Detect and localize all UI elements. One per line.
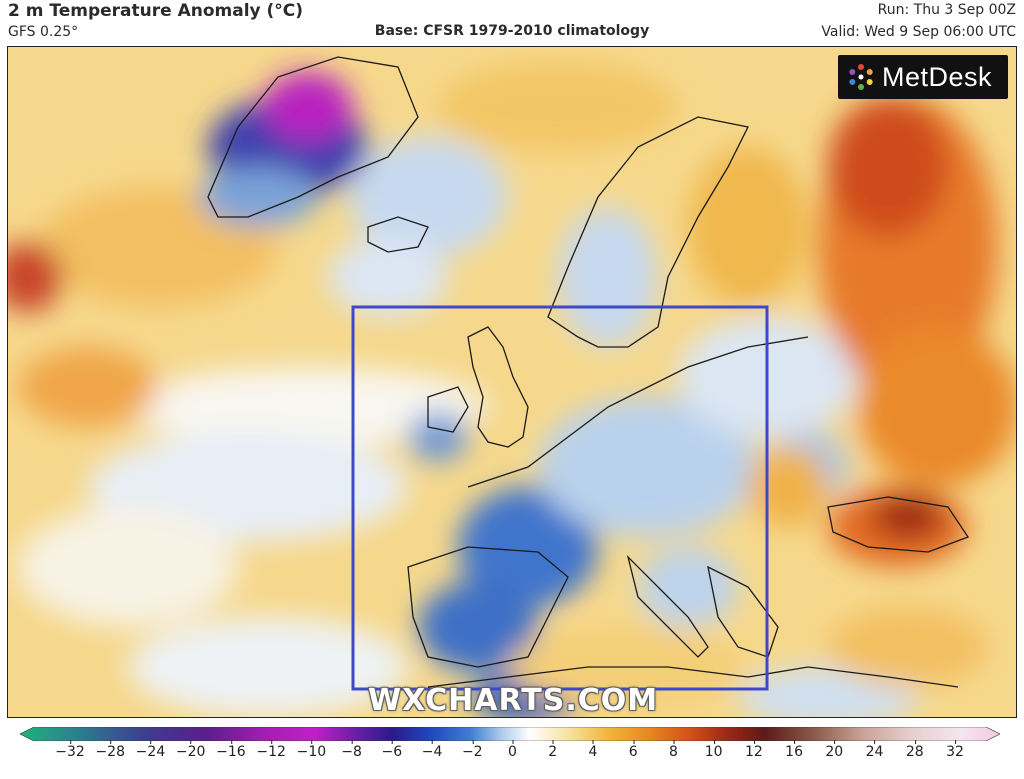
- temperature-anomaly-map: MetDesk WXCHARTS.COM: [7, 46, 1017, 718]
- colorbar-tick-label: 28: [906, 740, 924, 760]
- metdesk-star-icon: [846, 62, 876, 92]
- colorbar-tick-label: 20: [825, 740, 843, 760]
- colorbar-tick-label: 6: [629, 740, 638, 760]
- colorbar-ticks: −32 −28 −24 −20 −16 −12 −10 −8 −6 −4 −2 0 2 4 6 8 10 12 16…: [0, 740, 1024, 774]
- colorbar-tick-label: −32: [55, 740, 85, 760]
- colorbar-tick-label: −20: [176, 740, 205, 760]
- colorbar-tick-label: −2: [462, 740, 483, 760]
- wxcharts-watermark: WXCHARTS.COM: [368, 683, 659, 718]
- colorbar-tick-label: 16: [785, 740, 803, 760]
- colorbar-tick-label: −8: [341, 740, 362, 760]
- colorbar-tick-label: −10: [297, 740, 326, 760]
- climatology-base-label: Base: CFSR 1979-2010 climatology: [374, 23, 650, 39]
- colorbar-tick-label: −16: [216, 740, 246, 760]
- colorbar-tick-label: 32: [946, 740, 964, 760]
- colorbar-tick-label: −4: [422, 740, 442, 760]
- colorbar-tick-label: 8: [669, 740, 678, 760]
- colorbar-tick-label: −28: [95, 740, 125, 760]
- model-label: GFS 0.25°: [8, 24, 79, 40]
- colorbar-tick-label: 10: [705, 740, 723, 760]
- run-label: Run: Thu 3 Sep 00Z: [877, 2, 1016, 18]
- colorbar-tick-label: −6: [381, 740, 402, 760]
- metdesk-logo: MetDesk: [838, 55, 1008, 99]
- valid-time-label: Valid: Wed 9 Sep 06:00 UTC: [821, 24, 1016, 40]
- colorbar-tick-label: 0: [508, 740, 517, 760]
- chart-title: 2 m Temperature Anomaly (°C): [8, 1, 304, 21]
- colorbar: [20, 727, 1000, 741]
- colorbar-tick-label: −12: [256, 740, 286, 760]
- colorbar-tick-label: 12: [745, 740, 763, 760]
- anomaly-field: [8, 47, 1016, 717]
- colorbar-tick-label: 4: [588, 740, 597, 760]
- colorbar-tick-label: 2: [548, 740, 557, 760]
- metdesk-logo-text: MetDesk: [882, 61, 993, 92]
- chart-header: 2 m Temperature Anomaly (°C) GFS 0.25° B…: [0, 0, 1024, 46]
- focus-region-box: [351, 305, 769, 691]
- colorbar-tick-label: 24: [866, 740, 883, 760]
- colorbar-tick-label: −24: [136, 740, 165, 760]
